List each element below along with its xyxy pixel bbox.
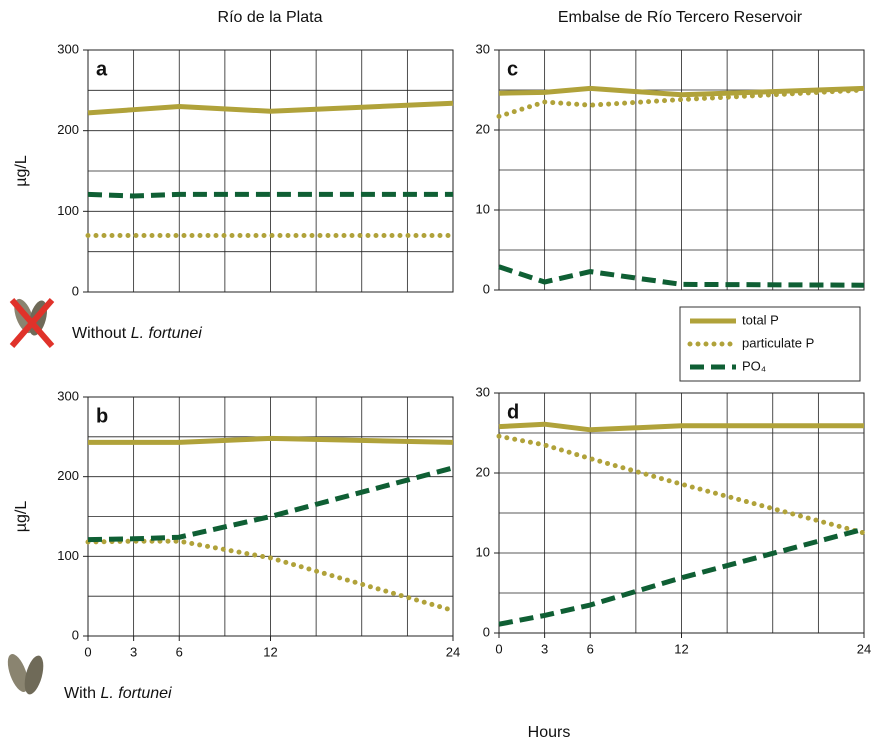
x-axis-label: Hours [528,724,571,741]
y-tick-label: 0 [483,624,490,639]
y-tick-label: 20 [476,121,490,136]
series-line [87,191,453,199]
series-line [498,85,865,98]
y-axis-label: µg/L [13,155,30,187]
x-tick-label: 6 [587,641,594,656]
panel-letter: c [507,58,518,80]
series-line [87,100,454,116]
y-tick-label: 100 [57,203,79,218]
series-line [496,433,867,536]
series-line [498,264,865,288]
series-line [88,435,454,445]
mussel-icon [7,654,44,695]
y-tick-label: 20 [476,464,490,479]
row-label-species: L. fortunei [100,685,172,702]
legend-label: particulate P [742,335,814,350]
row-label: Without L. fortunei [72,325,202,342]
panel-letter: d [507,401,519,423]
column-title: Embalse de Río Tercero Reservoir [558,9,803,26]
row-label: With L. fortunei [64,685,172,702]
panel-letter: a [96,58,108,80]
column-title: Río de la Plata [218,9,323,26]
x-tick-label: 0 [495,641,502,656]
y-tick-label: 10 [476,544,490,559]
mussel-icon-crossed [9,298,55,348]
series-line [498,421,864,433]
series-line [496,87,867,119]
x-tick-label: 3 [541,641,548,656]
series-line [498,526,865,627]
y-tick-label: 0 [72,627,79,642]
legend-label: total P [742,312,779,327]
y-tick-label: 0 [72,283,79,298]
y-tick-label: 300 [57,41,79,56]
x-tick-label: 6 [176,644,183,659]
y-tick-label: 200 [57,468,79,483]
y-tick-label: 300 [57,388,79,403]
plot-frame [498,49,865,291]
row-label-prefix: Without [72,325,127,342]
legend-label: PO₄ [742,358,766,373]
x-tick-label: 12 [263,644,277,659]
y-tick-label: 10 [476,201,490,216]
x-tick-label: 24 [857,641,871,656]
x-tick-label: 3 [130,644,137,659]
row-label-prefix: With [64,685,96,702]
y-tick-label: 0 [483,281,490,296]
series-line [87,465,454,543]
panel-letter: b [96,405,108,427]
y-axis-label: µg/L [13,501,30,533]
y-tick-label: 100 [57,548,79,563]
y-tick-label: 30 [476,384,490,399]
plot-frame [87,49,454,293]
y-tick-label: 200 [57,122,79,137]
x-tick-label: 12 [674,641,688,656]
row-label-species: L. fortunei [131,325,203,342]
legend-box [679,306,861,382]
x-tick-label: 0 [84,644,91,659]
x-tick-label: 24 [446,644,460,659]
y-tick-label: 30 [476,41,490,56]
